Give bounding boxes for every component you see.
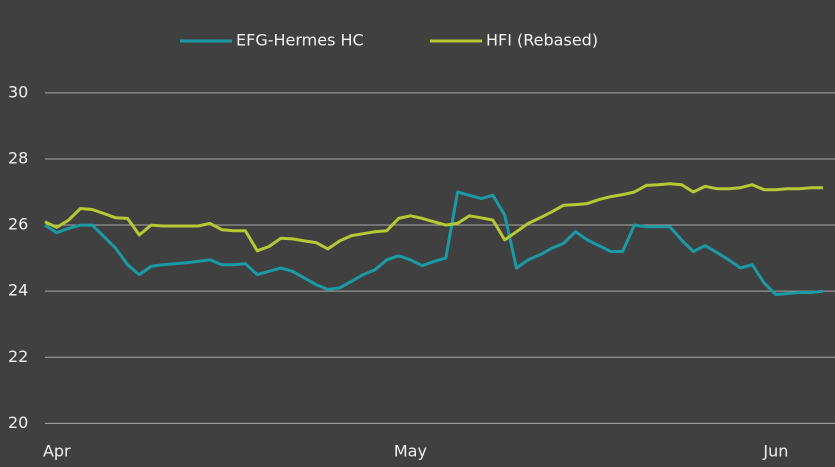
- x-tick-label: May: [394, 442, 427, 461]
- legend-label: HFI (Rebased): [486, 31, 598, 50]
- y-tick-label: 30: [8, 82, 28, 101]
- x-tick-label: Apr: [43, 442, 71, 461]
- series-line: [44, 190, 824, 296]
- y-tick-label: 28: [8, 148, 28, 167]
- y-tick-label: 22: [8, 347, 28, 366]
- y-tick-label: 20: [8, 413, 28, 432]
- series-line: [44, 182, 823, 253]
- y-tick-label: 24: [8, 281, 28, 300]
- y-tick-label: 26: [8, 215, 28, 234]
- x-tick-label: Jun: [762, 442, 788, 461]
- legend-label: EFG-Hermes HC: [236, 31, 364, 50]
